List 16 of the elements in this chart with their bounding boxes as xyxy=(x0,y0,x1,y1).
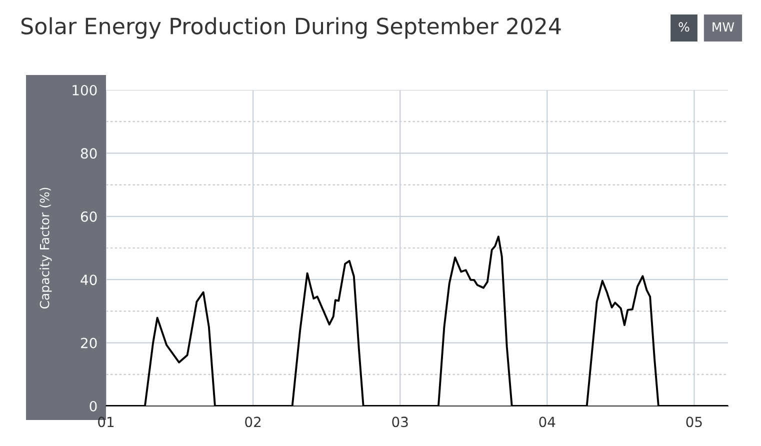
x-tick-label: 05 xyxy=(686,416,702,428)
x-tick-label: 04 xyxy=(539,416,556,428)
y-tick-label: 20 xyxy=(81,338,97,348)
y-tick-label: 100 xyxy=(72,84,97,96)
text: MW xyxy=(712,22,734,32)
chart-title: Solar Energy Production During September 2024 xyxy=(21,17,561,39)
x-tick-label: 03 xyxy=(392,416,408,428)
text: % xyxy=(678,22,690,32)
line-series xyxy=(106,236,728,406)
y-tick-label: 0 xyxy=(90,400,97,412)
x-tick-label: 02 xyxy=(245,416,260,428)
y-tick-label: 40 xyxy=(80,274,97,286)
y-tick-label: 60 xyxy=(80,211,97,222)
y-axis-title: Capacity Factor (%) xyxy=(40,188,52,309)
y-tick-label: 80 xyxy=(80,148,97,159)
x-tick-label: 01 xyxy=(98,416,114,428)
